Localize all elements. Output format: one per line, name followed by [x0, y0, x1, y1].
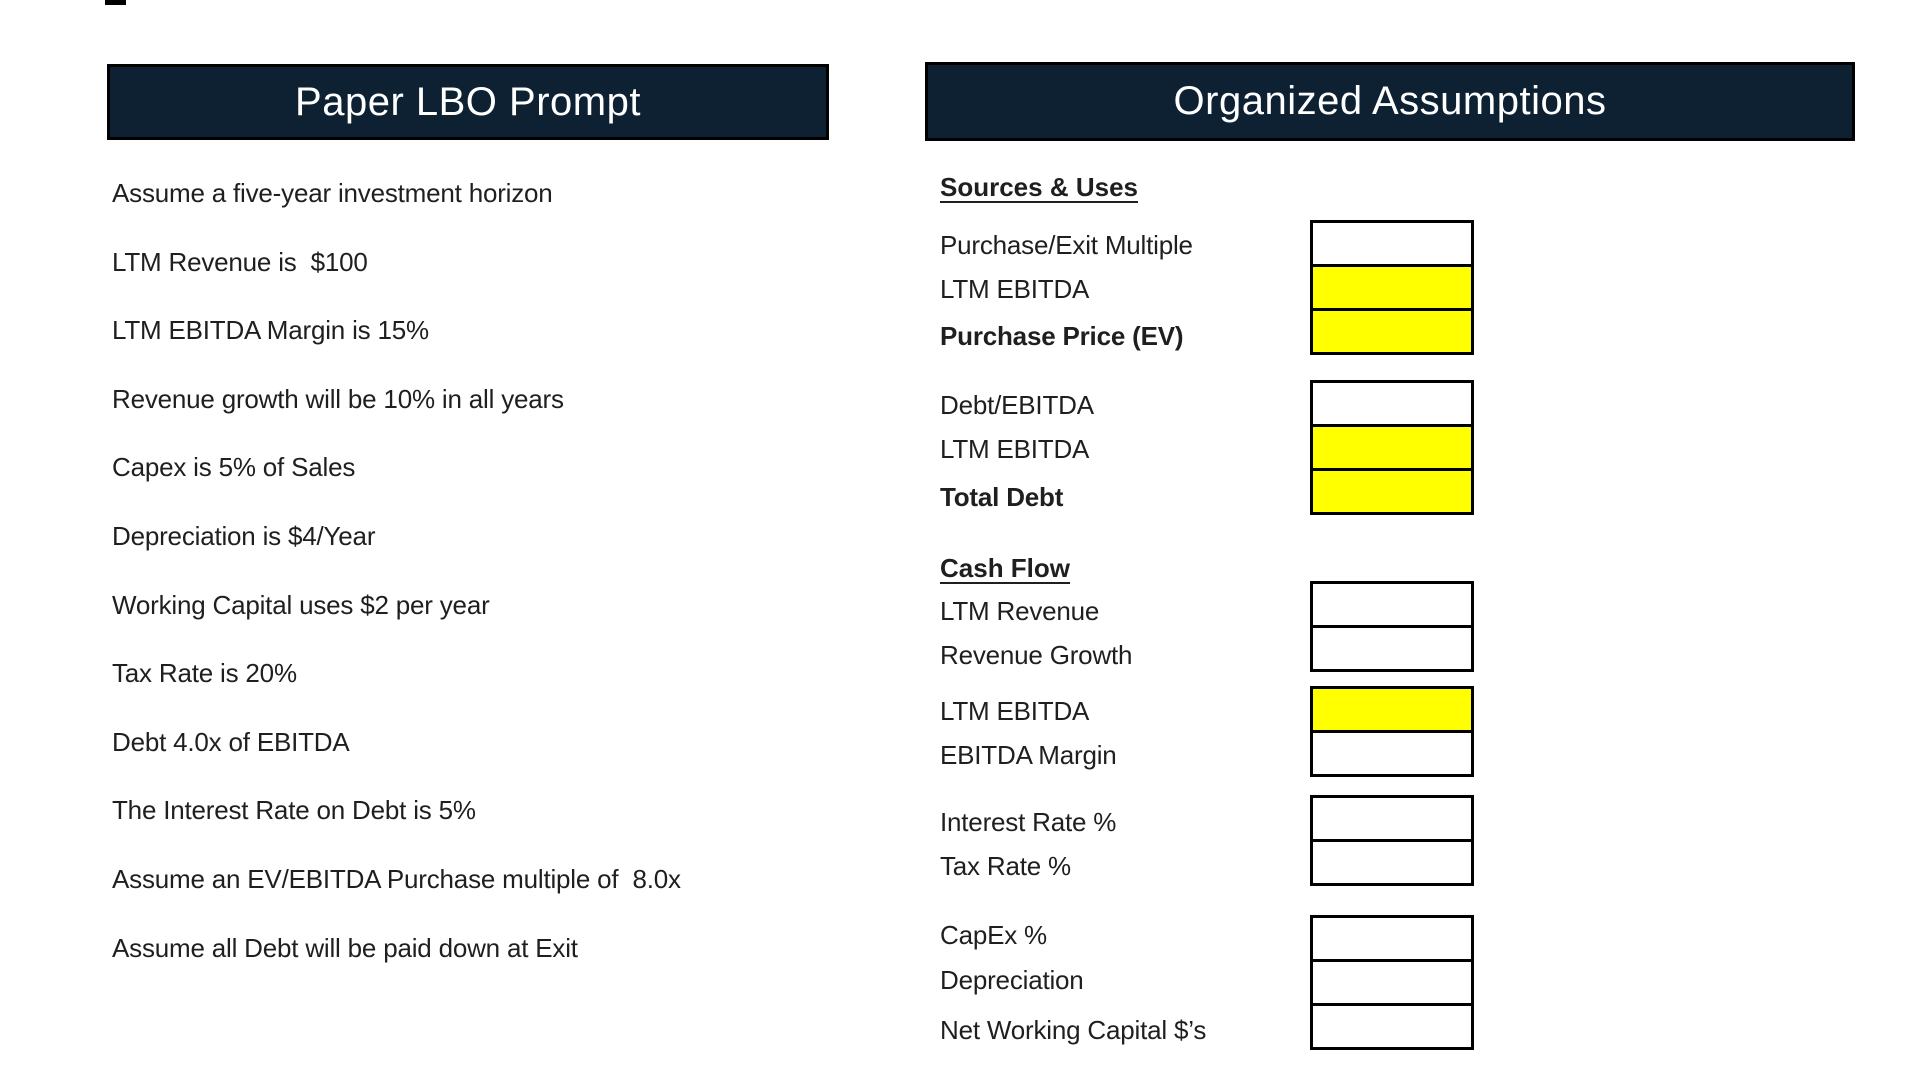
input-cell-revenue-growth[interactable]: [1313, 625, 1471, 669]
input-cell-debt-ebitda[interactable]: [1313, 383, 1471, 424]
label-ebitda-margin: EBITDA Margin: [940, 740, 1117, 770]
label-total-debt: Total Debt: [940, 482, 1064, 512]
prompt-line: Debt 4.0x of EBITDA: [112, 726, 350, 757]
input-group-ebitda: [1310, 686, 1474, 777]
input-cell-purchase-exit-multiple[interactable]: [1313, 223, 1471, 264]
input-cell-depreciation[interactable]: [1313, 959, 1471, 1003]
prompt-list: Assume a five-year investment horizon LT…: [112, 159, 832, 982]
prompt-line: LTM Revenue is $100: [112, 246, 368, 277]
input-cell-capex-pct[interactable]: [1313, 918, 1471, 959]
prompt-line: The Interest Rate on Debt is 5%: [112, 795, 476, 826]
prompt-line: Depreciation is $4/Year: [112, 520, 376, 551]
label-ltm-ebitda: LTM EBITDA: [940, 274, 1090, 304]
left-header-bar: Paper LBO Prompt: [107, 64, 829, 140]
label-tax-rate: Tax Rate %: [940, 851, 1071, 881]
input-group-rates: [1310, 795, 1474, 886]
label-capex-pct: CapEx %: [940, 920, 1047, 950]
prompt-line: Working Capital uses $2 per year: [112, 589, 490, 620]
input-cell-ltm-revenue[interactable]: [1313, 584, 1471, 625]
right-panel-title: Organized Assumptions: [1173, 79, 1607, 123]
input-group-debt: [1310, 380, 1474, 515]
label-interest-rate: Interest Rate %: [940, 807, 1117, 837]
prompt-line: Assume an EV/EBITDA Purchase multiple of…: [112, 863, 681, 894]
label-net-working-capital: Net Working Capital $’s: [940, 1015, 1207, 1045]
prompt-line: Assume all Debt will be paid down at Exi…: [112, 932, 578, 963]
input-cell-ltm-ebitda[interactable]: [1313, 424, 1471, 468]
input-cell-net-working-capital[interactable]: [1313, 1003, 1471, 1047]
label-ltm-ebitda: LTM EBITDA: [940, 434, 1090, 464]
label-debt-ebitda: Debt/EBITDA: [940, 390, 1094, 420]
input-cell-ltm-ebitda[interactable]: [1313, 264, 1471, 308]
screen-edge-artifact: [105, 0, 126, 5]
input-group-purchase: [1310, 220, 1474, 355]
cash-flow-heading: Cash Flow: [940, 553, 1071, 583]
input-cell-ltm-ebitda[interactable]: [1313, 689, 1471, 730]
input-cell-ebitda-margin[interactable]: [1313, 730, 1471, 774]
prompt-line: Tax Rate is 20%: [112, 658, 297, 689]
prompt-line: Capex is 5% of Sales: [112, 452, 356, 483]
right-header-bar: Organized Assumptions: [925, 62, 1855, 141]
label-purchase-exit-multiple: Purchase/Exit Multiple: [940, 230, 1193, 260]
sources-uses-heading: Sources & Uses: [940, 172, 1138, 202]
input-cell-purchase-price-ev[interactable]: [1313, 308, 1471, 352]
input-group-revenue: [1310, 581, 1474, 672]
label-ltm-revenue: LTM Revenue: [940, 596, 1100, 626]
input-group-capex-dep-nwc: [1310, 915, 1474, 1050]
input-cell-total-debt[interactable]: [1313, 468, 1471, 512]
prompt-line: LTM EBITDA Margin is 15%: [112, 315, 429, 346]
prompt-line: Assume a five-year investment horizon: [112, 178, 553, 208]
label-ltm-ebitda: LTM EBITDA: [940, 696, 1090, 726]
prompt-line: Revenue growth will be 10% in all years: [112, 383, 564, 414]
label-purchase-price-ev: Purchase Price (EV): [940, 321, 1184, 351]
input-cell-interest-rate[interactable]: [1313, 798, 1471, 839]
left-panel-title: Paper LBO Prompt: [295, 79, 641, 124]
input-cell-tax-rate[interactable]: [1313, 839, 1471, 883]
label-depreciation: Depreciation: [940, 965, 1084, 995]
label-revenue-growth: Revenue Growth: [940, 640, 1133, 670]
